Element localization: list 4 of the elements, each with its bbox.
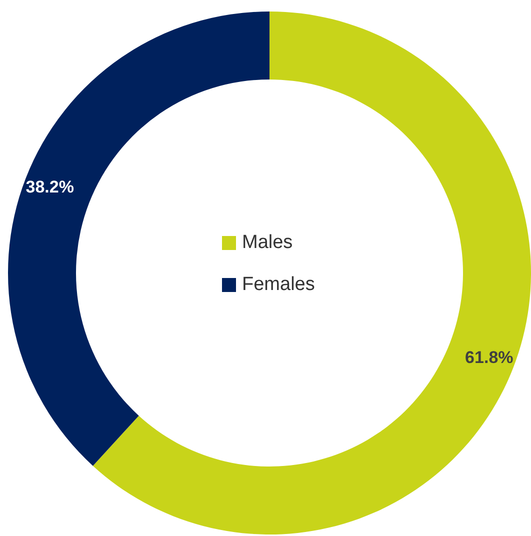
data-label: 38.2% xyxy=(26,177,74,196)
legend-label: Males xyxy=(242,232,293,254)
data-label: 61.8% xyxy=(465,348,514,368)
legend-label: Females xyxy=(242,274,315,296)
